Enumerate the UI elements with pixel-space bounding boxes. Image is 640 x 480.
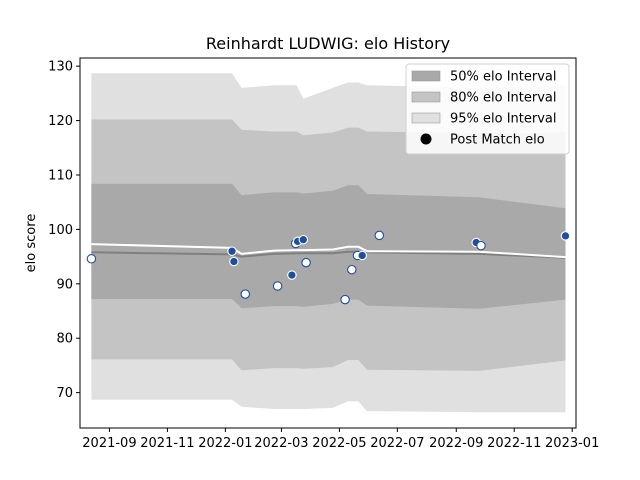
y-tick-label: 120 xyxy=(48,114,73,129)
x-tick-label: 2022-03 xyxy=(254,436,308,451)
x-tick-label: 2022-01 xyxy=(198,436,252,451)
x-tick-label: 2022-07 xyxy=(370,436,424,451)
legend-label: 50% elo Interval xyxy=(450,70,557,85)
legend-label: 80% elo Interval xyxy=(450,91,557,106)
plot-frame xyxy=(79,57,577,429)
match-point xyxy=(272,281,283,291)
match-point xyxy=(301,257,311,268)
y-tick-label: 90 xyxy=(56,277,73,292)
plot-area xyxy=(86,73,571,413)
legend-swatch xyxy=(411,91,441,103)
x-tick-label: 2021-11 xyxy=(140,436,194,451)
x-tick-label: 2023-01 xyxy=(545,436,599,451)
y-tick-label: 70 xyxy=(56,386,73,401)
legend-swatch xyxy=(411,70,441,82)
x-tick-label: 2021-09 xyxy=(82,436,136,451)
legend-swatch xyxy=(411,112,441,124)
median-elo-line xyxy=(91,250,566,259)
y-axis-label: elo score xyxy=(24,214,39,273)
x-tick-label: 2022-05 xyxy=(312,436,366,451)
match-point xyxy=(340,294,350,305)
match-point xyxy=(374,230,385,241)
y-tick-label: 110 xyxy=(48,168,73,183)
x-tick-label: 2022-09 xyxy=(429,436,483,451)
match-point xyxy=(287,270,297,280)
match-point xyxy=(476,240,486,251)
legend-label: 95% elo Interval xyxy=(450,112,557,127)
mean-elo-line xyxy=(91,243,566,259)
y-tick-label: 130 xyxy=(48,60,73,75)
y-tick-label: 80 xyxy=(56,332,73,347)
legend: 50% elo Interval 80% elo Interval 95% elo … xyxy=(405,63,570,155)
match-point xyxy=(227,246,237,256)
legend-box xyxy=(405,63,570,155)
match-point xyxy=(347,264,357,275)
match-point xyxy=(229,256,239,267)
match-point xyxy=(86,254,97,264)
x-tick-label: 2022-11 xyxy=(487,436,541,451)
match-point xyxy=(560,231,571,241)
chart-title: Reinhardt LUDWIG: elo History xyxy=(206,34,450,53)
legend-marker xyxy=(420,133,432,145)
match-point xyxy=(240,289,251,299)
match-point xyxy=(357,250,367,261)
match-point xyxy=(298,234,309,245)
legend-label: Post Match elo xyxy=(450,133,545,148)
y-tick-label: 100 xyxy=(48,223,73,238)
band-50-interval xyxy=(91,183,566,309)
